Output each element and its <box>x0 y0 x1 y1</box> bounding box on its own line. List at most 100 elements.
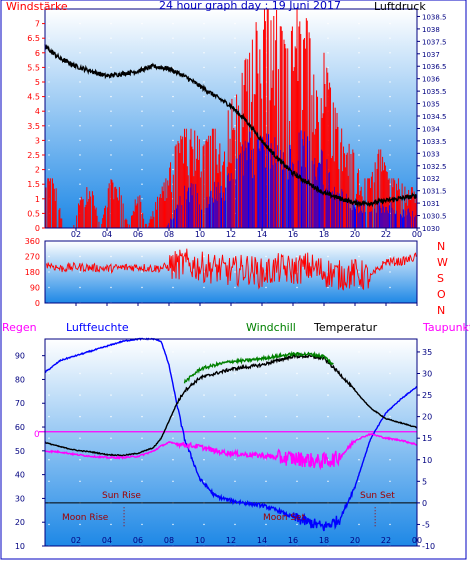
x-tick-label: 22 <box>381 230 391 239</box>
grid-dot <box>48 110 50 112</box>
grid-dot <box>234 95 236 98</box>
grid-dot <box>48 255 50 258</box>
temperature-tick-label: 15 <box>422 434 432 443</box>
x-tick-label: 08 <box>164 536 174 545</box>
x-tick-label: 12 <box>226 536 236 545</box>
grid-dot <box>110 255 112 258</box>
grid-dot <box>172 415 174 418</box>
grid-dot <box>48 66 50 69</box>
grid-dot <box>203 52 205 54</box>
grid-dot <box>172 125 174 127</box>
temperature-tick-label: 20 <box>422 413 432 422</box>
grid-dot <box>327 66 329 69</box>
grid-dot <box>389 255 391 258</box>
grid-dot <box>110 37 112 39</box>
grid-dot <box>296 415 298 418</box>
grid-dot <box>358 81 360 83</box>
grid-dot <box>48 125 50 127</box>
pressure-axis-title: Luftdruck <box>374 0 426 13</box>
wind-tick-label: 3.5 <box>27 122 40 131</box>
grid-dot <box>48 437 50 439</box>
grid-dot <box>358 480 360 483</box>
pressure-tick-label: 1036 <box>422 76 440 84</box>
x-tick-label: 04 <box>102 536 112 545</box>
direction-tick-label: 180 <box>25 268 40 277</box>
rain-header: Regen <box>2 321 37 334</box>
sun-set-label: Sun Set <box>360 491 395 501</box>
direction-tick-label: 0 <box>35 299 40 308</box>
wind-tick-label: 6 <box>35 49 40 58</box>
grid-dot <box>48 154 50 156</box>
rain-zero-marker: 0 <box>34 430 40 440</box>
pressure-tick-label: 1033.5 <box>422 138 447 146</box>
grid-dot <box>203 139 205 142</box>
grid-dot <box>234 22 236 25</box>
grid-dot <box>141 125 143 127</box>
grid-dot <box>389 37 391 39</box>
humidity-tick-label: 20 <box>15 518 25 527</box>
pressure-tick-label: 1030.5 <box>422 213 447 221</box>
grid-dot <box>358 22 360 25</box>
grid-dot <box>141 198 143 200</box>
grid-dot <box>389 523 391 526</box>
grid-dot <box>389 394 391 396</box>
grid-dot <box>358 286 360 289</box>
grid-dot <box>172 394 174 396</box>
grid-dot <box>172 286 174 289</box>
grid-dot <box>234 394 236 396</box>
temperature-tick-label: 30 <box>422 370 432 379</box>
grid-dot <box>203 415 205 418</box>
grid-dot <box>265 255 267 258</box>
grid-dot <box>48 22 50 25</box>
grid-dot <box>172 154 174 156</box>
wind-tick-label: 0.5 <box>27 209 40 218</box>
grid-dot <box>389 95 391 98</box>
grid-dot <box>389 183 391 185</box>
grid-dot <box>389 480 391 483</box>
grid-dot <box>79 415 81 418</box>
grid-dot <box>79 139 81 142</box>
x-tick-label: 00 <box>412 230 422 239</box>
grid-dot <box>79 437 81 439</box>
grid-dot <box>79 255 81 258</box>
grid-dot <box>79 480 81 483</box>
grid-dot <box>358 110 360 112</box>
grid-dot <box>296 523 298 526</box>
x-tick-label: 00 <box>412 536 422 545</box>
grid-dot <box>265 286 267 289</box>
grid-dot <box>358 125 360 127</box>
grid-dot <box>389 110 391 112</box>
compass-letter: W <box>437 256 448 269</box>
pressure-tick-label: 1038 <box>422 26 440 34</box>
grid-dot <box>389 125 391 127</box>
grid-dot <box>141 523 143 526</box>
pressure-line <box>44 43 418 208</box>
grid-dot <box>389 168 391 171</box>
grid-dot <box>389 81 391 83</box>
grid-dot <box>327 255 329 258</box>
compass-letter: N <box>437 304 445 317</box>
grid-dot <box>265 437 267 439</box>
grid-dot <box>48 351 50 353</box>
grid-dot <box>358 255 360 258</box>
grid-dot <box>327 437 329 439</box>
grid-dot <box>265 480 267 483</box>
grid-dot <box>48 523 50 526</box>
grid-dot <box>172 37 174 39</box>
grid-dot <box>234 437 236 439</box>
compass-letter: N <box>437 240 445 253</box>
grid-dot <box>358 154 360 156</box>
grid-dot <box>172 372 174 375</box>
grid-dot <box>141 415 143 418</box>
grid-dot <box>265 415 267 418</box>
grid-dot <box>203 286 205 289</box>
compass-letter: S <box>437 272 444 285</box>
grid-dot <box>203 22 205 25</box>
grid-dot <box>172 523 174 526</box>
humidity-header: Luftfeuchte <box>66 321 129 334</box>
temperature-humidity-lines <box>39 337 418 532</box>
wind-tick-label: 2.5 <box>27 151 40 160</box>
grid-dot <box>48 286 50 289</box>
wind-tick-label: 6.5 <box>27 34 40 43</box>
temperature-tick-label: 5 <box>422 477 427 486</box>
